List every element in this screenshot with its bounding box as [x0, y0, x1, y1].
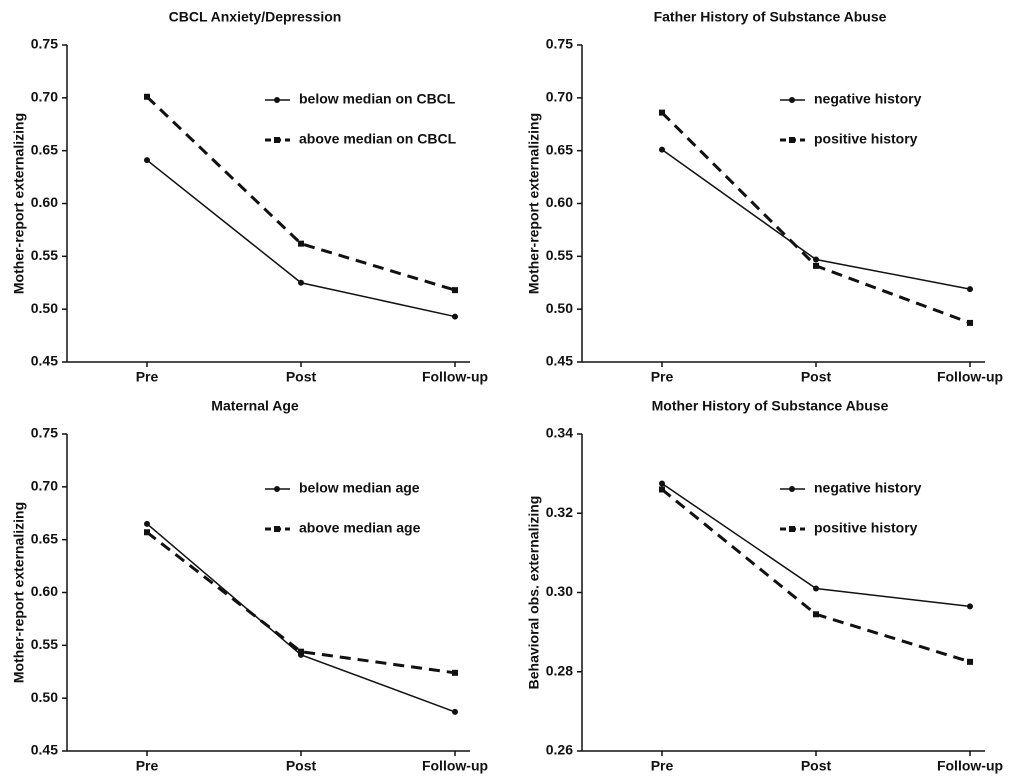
- y-tick-label: 0.70: [31, 478, 58, 494]
- y-tick-label: 0.55: [546, 247, 573, 263]
- legend-marker: [789, 526, 795, 532]
- y-tick-label: 0.32: [546, 504, 573, 520]
- point: [659, 486, 665, 493]
- legend-label: positive history: [814, 520, 918, 536]
- point: [144, 93, 150, 100]
- y-tick-label: 0.75: [546, 36, 573, 52]
- series-line: [146, 531, 456, 675]
- point: [967, 319, 973, 326]
- legend-label: above median on CBCL: [299, 131, 457, 147]
- legend-marker: [274, 526, 280, 532]
- y-tick-label: 0.50: [546, 300, 573, 316]
- y-tick-label: 0.34: [546, 425, 573, 441]
- legend-marker: [274, 97, 280, 103]
- y-tick-label: 0.65: [546, 141, 573, 157]
- y-tick-label: 0.60: [31, 194, 58, 210]
- point: [967, 658, 973, 665]
- y-tick-label: 0.60: [31, 583, 58, 599]
- x-tick-label: Follow-up: [422, 369, 488, 385]
- legend-label: negative history: [814, 91, 922, 107]
- y-tick-label: 0.28: [546, 662, 573, 678]
- point: [659, 109, 665, 116]
- point: [144, 529, 150, 536]
- point: [659, 480, 665, 487]
- legend-marker: [274, 137, 280, 143]
- series-line: [146, 523, 456, 713]
- point: [659, 146, 665, 153]
- point: [452, 313, 458, 320]
- panel-title: Father History of Substance Abuse: [654, 9, 887, 25]
- y-tick-label: 0.55: [31, 247, 58, 263]
- point: [813, 585, 819, 592]
- point: [813, 262, 819, 269]
- panel: Father History of Substance Abuse Mother-…: [526, 9, 1003, 385]
- series-line: [145, 95, 456, 292]
- y-tick-label: 0.45: [31, 742, 58, 758]
- x-tick-label: Post: [801, 758, 832, 774]
- legend-marker: [789, 137, 795, 143]
- y-tick-label: 0.75: [31, 36, 58, 52]
- legend-marker: [789, 97, 795, 103]
- point: [813, 611, 819, 618]
- panel-title: CBCL Anxiety/Depression: [169, 9, 342, 25]
- point: [452, 669, 458, 676]
- y-tick-label: 0.70: [31, 89, 58, 105]
- x-tick-label: Post: [286, 758, 317, 774]
- panel: Mother History of Substance Abuse Behavio…: [526, 398, 1003, 774]
- y-tick-label: 0.70: [546, 89, 573, 105]
- point: [967, 286, 973, 293]
- point: [298, 240, 304, 247]
- x-tick-label: Follow-up: [937, 758, 1003, 774]
- point: [967, 603, 973, 610]
- y-tick-label: 0.55: [31, 636, 58, 652]
- x-tick-label: Pre: [136, 369, 159, 385]
- panel: CBCL Anxiety/Depression Mother-report ext…: [11, 9, 488, 385]
- legend-marker: [274, 486, 280, 492]
- y-tick-label: 0.50: [31, 300, 58, 316]
- y-axis-label: Mother-report externalizing: [11, 502, 27, 683]
- x-tick-label: Post: [801, 369, 832, 385]
- point: [298, 648, 304, 655]
- x-tick-label: Post: [286, 369, 317, 385]
- legend-label: above median age: [299, 520, 421, 536]
- point: [813, 256, 819, 263]
- point: [298, 279, 304, 286]
- legend-label: positive history: [814, 131, 918, 147]
- point: [144, 157, 150, 164]
- x-tick-label: Pre: [136, 758, 159, 774]
- legend-marker: [789, 486, 795, 492]
- panel-title: Mother History of Substance Abuse: [652, 398, 889, 414]
- point: [452, 287, 458, 294]
- legend-label: negative history: [814, 480, 922, 496]
- y-tick-label: 0.26: [546, 742, 573, 758]
- y-tick-label: 0.45: [31, 353, 58, 369]
- legend-label: below median on CBCL: [299, 91, 456, 107]
- legend-label: below median age: [299, 480, 420, 496]
- x-tick-label: Follow-up: [422, 758, 488, 774]
- y-tick-label: 0.65: [31, 141, 58, 157]
- y-tick-label: 0.30: [546, 583, 573, 599]
- y-axis-label: Mother-report externalizing: [11, 113, 27, 294]
- x-tick-label: Pre: [651, 758, 674, 774]
- point: [144, 520, 150, 527]
- point: [452, 708, 458, 715]
- y-tick-label: 0.45: [546, 353, 573, 369]
- y-tick-label: 0.60: [546, 194, 573, 210]
- y-tick-label: 0.65: [31, 530, 58, 546]
- y-tick-label: 0.50: [31, 689, 58, 705]
- panel-title: Maternal Age: [211, 398, 299, 414]
- y-axis-label: Behavioral obs. externalizing: [526, 496, 542, 690]
- series-line: [146, 159, 456, 318]
- y-axis-label: Mother-report externalizing: [526, 113, 542, 294]
- x-tick-label: Pre: [651, 369, 674, 385]
- x-tick-label: Follow-up: [937, 369, 1003, 385]
- y-tick-label: 0.75: [31, 425, 58, 441]
